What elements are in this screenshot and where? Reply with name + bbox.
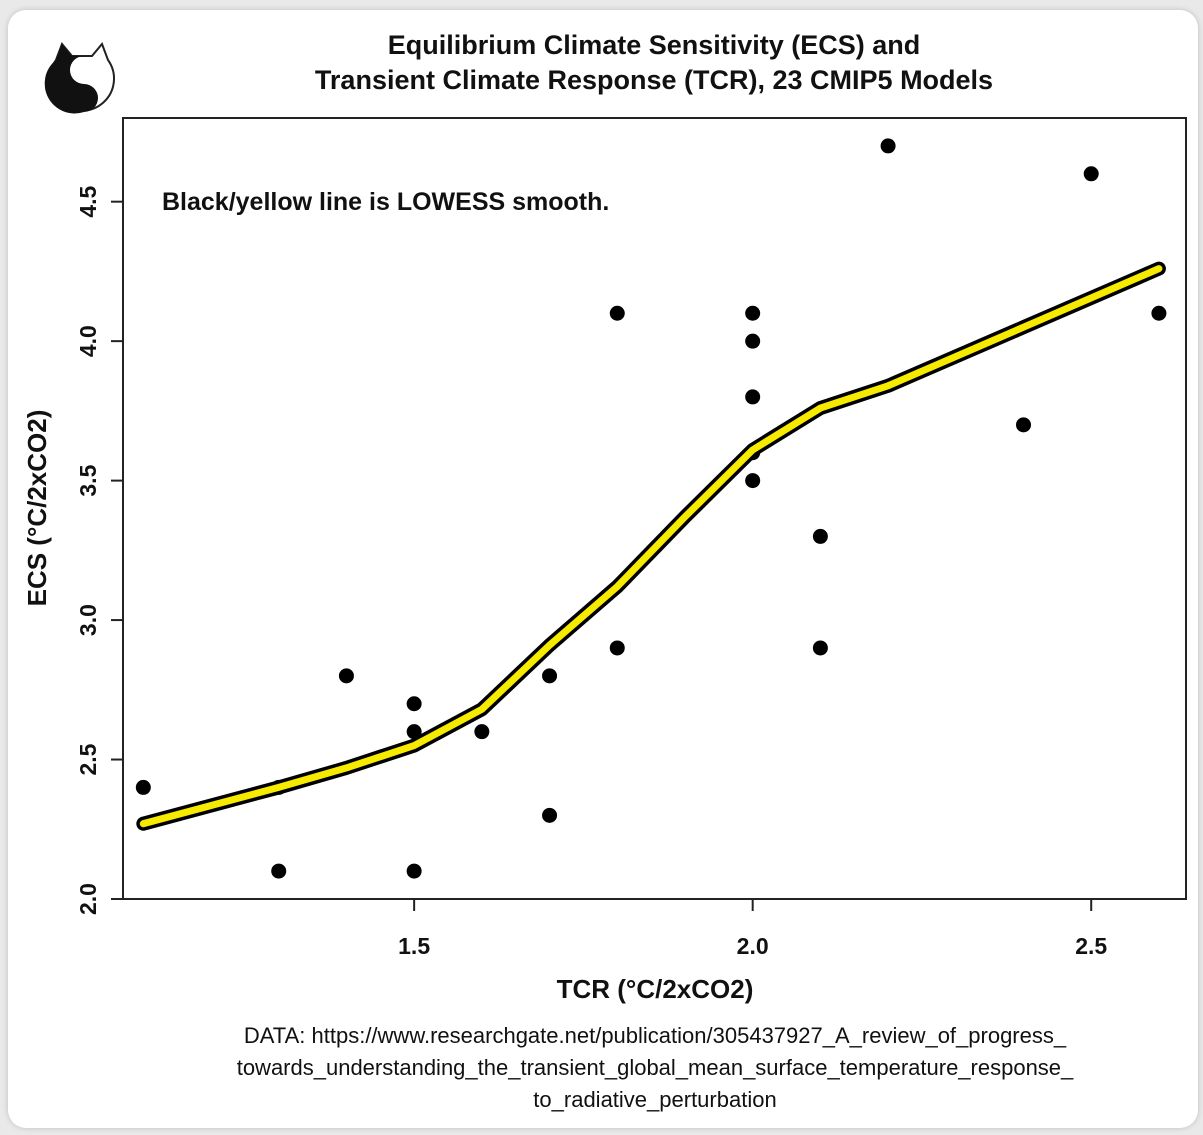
data-point xyxy=(338,668,354,684)
lowess-line-outline xyxy=(136,261,1166,831)
data-point xyxy=(406,696,422,712)
data-point xyxy=(542,807,558,823)
source-line-3: to_radiative_perturbation xyxy=(533,1087,776,1112)
data-point xyxy=(474,724,490,740)
y-axis-label: ECS (°C/2xCO2) xyxy=(22,410,52,607)
data-point xyxy=(609,305,625,321)
data-point xyxy=(271,863,287,879)
chart-annotation: Black/yellow line is LOWESS smooth. xyxy=(162,188,609,216)
yin-yang-cat-logo-icon xyxy=(44,42,115,114)
x-tick-label: 1.5 xyxy=(398,933,430,959)
data-point xyxy=(745,473,761,489)
data-point xyxy=(1083,166,1099,182)
data-point xyxy=(812,528,828,544)
chart-card xyxy=(8,10,1198,1128)
x-tick-label: 2.5 xyxy=(1075,933,1107,959)
data-point xyxy=(812,640,828,656)
data-point xyxy=(880,138,896,154)
x-tick-label: 2.0 xyxy=(737,933,769,959)
data-point xyxy=(1151,305,1167,321)
source-line-2: towards_understanding_the_transient_glob… xyxy=(237,1055,1074,1080)
y-tick-label: 3.5 xyxy=(75,464,101,496)
data-point xyxy=(542,668,558,684)
y-tick-label: 4.5 xyxy=(75,185,101,217)
data-point xyxy=(745,389,761,405)
y-tick-label: 2.0 xyxy=(75,883,101,915)
data-point xyxy=(745,305,761,321)
data-point xyxy=(609,640,625,656)
y-tick-label: 4.0 xyxy=(75,325,101,357)
data-point xyxy=(406,863,422,879)
data-point xyxy=(406,724,422,740)
data-point xyxy=(745,333,761,349)
source-line-1: DATA: https://www.researchgate.net/publi… xyxy=(244,1023,1067,1048)
chart-title: Equilibrium Climate Sensitivity (ECS) an… xyxy=(388,30,921,60)
chart-subtitle: Transient Climate Response (TCR), 23 CMI… xyxy=(315,65,993,95)
plot-frame xyxy=(122,117,1187,900)
x-axis-label: TCR (°C/2xCO2) xyxy=(557,974,754,1004)
data-point xyxy=(1016,417,1032,433)
lowess-line xyxy=(139,265,1163,828)
y-tick-label: 3.0 xyxy=(75,604,101,636)
y-tick-label: 2.5 xyxy=(75,743,101,775)
data-point xyxy=(135,779,151,795)
